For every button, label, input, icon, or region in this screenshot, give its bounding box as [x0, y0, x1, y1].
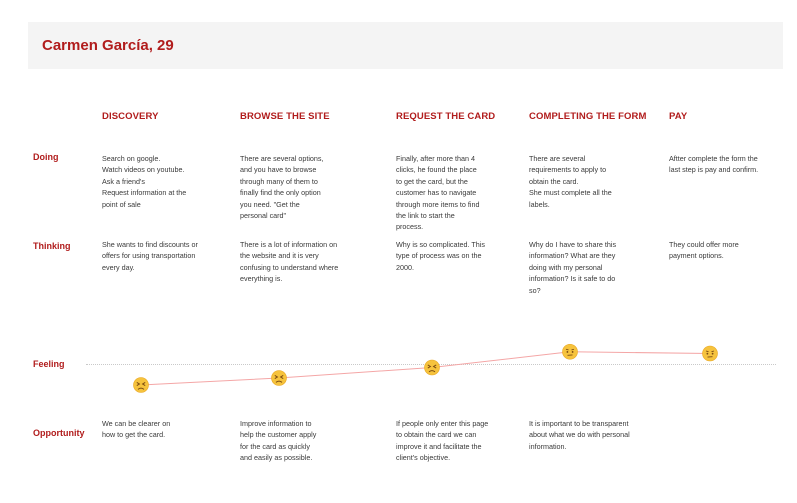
doing-request-the-card: Finally, after more than 4 clicks, he fo…	[396, 154, 480, 232]
row-label-doing: Doing	[33, 152, 59, 162]
stage-pay: PAY	[669, 111, 688, 122]
thinking-request-the-card: Why is so complicated. This type of proc…	[396, 240, 485, 272]
neutral-face-icon	[562, 343, 578, 360]
doing-pay: Aftter complete the form the last step i…	[669, 154, 759, 175]
thinking-completing-the-form: Why do I have to share this information?…	[529, 240, 617, 295]
doing-completing-the-form: There are several requirements to apply …	[529, 154, 612, 209]
doing-discovery: Search on google. Watch videos on youtub…	[102, 154, 187, 209]
stage-request-the-card: REQUEST THE CARD	[396, 111, 496, 122]
row-label-opportunity: Opportunity	[33, 428, 85, 438]
frustrated-face-icon	[424, 359, 440, 376]
opportunity-browse-the-site: Improve information to help the customer…	[240, 419, 317, 463]
opportunity-request-the-card: If people only enter this page to obtain…	[396, 419, 489, 463]
stage-browse-the-site: BROWSE THE SITE	[240, 111, 330, 122]
opportunity-discovery: We can be clearer on how to get the card…	[102, 419, 171, 440]
neutral-face-icon	[702, 345, 718, 362]
row-label-feeling: Feeling	[33, 359, 65, 369]
thinking-discovery: She wants to find discounts or offers fo…	[102, 240, 198, 272]
opportunity-completing-the-form: It is important to be transparent about …	[529, 419, 630, 451]
persona-header: Carmen García, 29	[28, 22, 783, 69]
stage-discovery: DISCOVERY	[102, 111, 159, 122]
thinking-pay: They could offer more payment options.	[669, 240, 739, 261]
frustrated-face-icon	[271, 370, 287, 386]
doing-browse-the-site: There are several options, and you have …	[240, 154, 324, 221]
thinking-browse-the-site: There is a lot of information on the web…	[240, 240, 339, 284]
stage-completing-the-form: COMPLETING THE FORM	[529, 111, 647, 122]
frustrated-face-icon	[133, 377, 149, 393]
row-label-thinking: Thinking	[33, 241, 71, 251]
persona-title: Carmen García, 29	[42, 37, 174, 54]
